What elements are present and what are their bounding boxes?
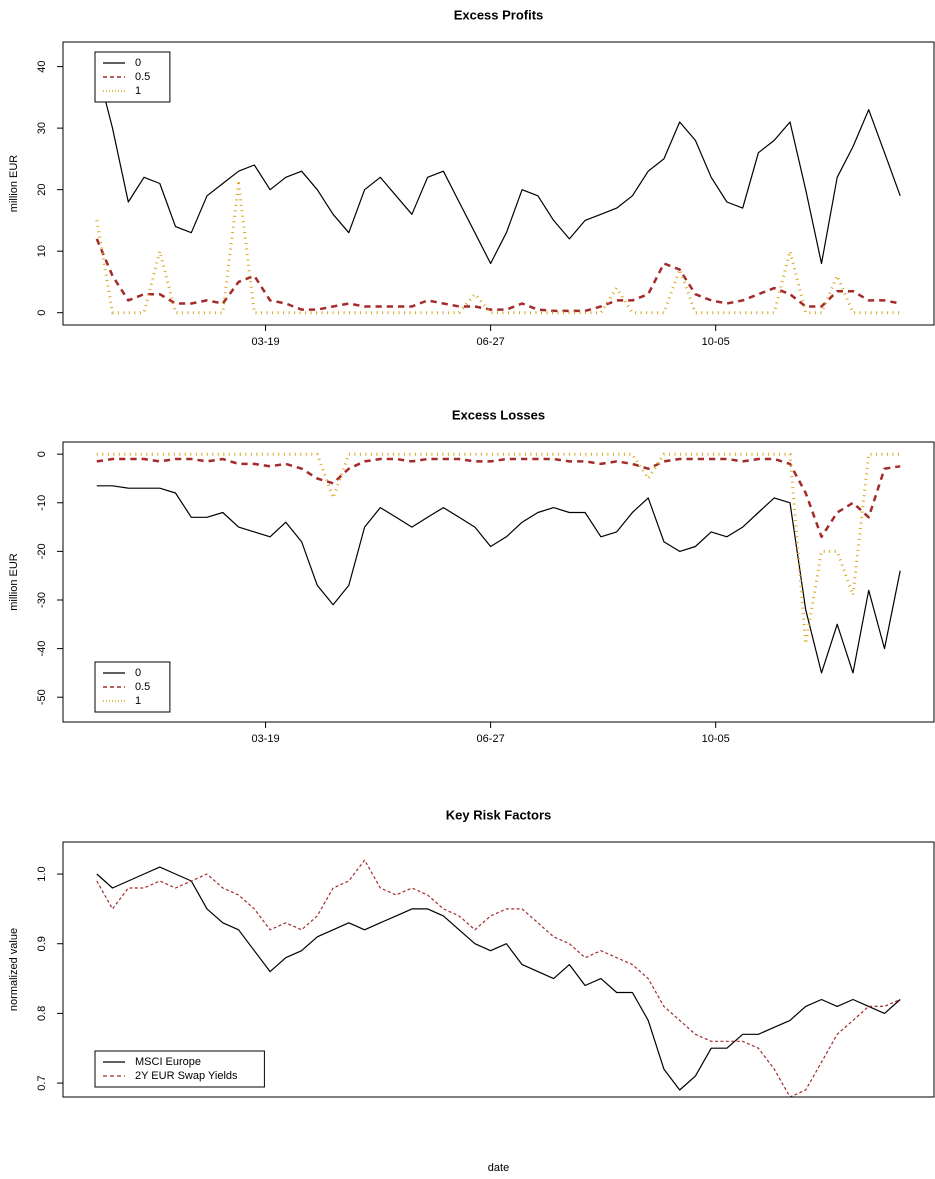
legend-box <box>94 1050 265 1088</box>
y-tick-label: 0.9 <box>36 936 48 951</box>
y-tick-label: -20 <box>36 543 48 559</box>
x-tick-label: 06-27 <box>477 733 505 745</box>
x-axis-label: date <box>488 1162 509 1174</box>
y-tick-label: 30 <box>36 122 48 134</box>
legend-box <box>94 51 171 103</box>
legend-label: 0 <box>135 57 141 69</box>
series-line <box>96 452 901 646</box>
series-line <box>96 485 901 674</box>
chart-title: Key Risk Factors <box>446 807 552 822</box>
series-line <box>95 238 901 313</box>
x-tick-label: 03-19 <box>251 336 279 348</box>
legend-box <box>94 661 171 713</box>
plot-frame <box>62 41 935 326</box>
y-tick-label: -10 <box>36 495 48 511</box>
legend-label: 2Y EUR Swap Yields <box>135 1070 238 1082</box>
plot-frame <box>62 441 935 723</box>
y-tick-label: 0 <box>36 451 48 457</box>
series-line <box>96 866 901 1091</box>
plot-frame <box>62 841 935 1098</box>
x-tick-label: 06-27 <box>477 336 505 348</box>
y-tick-label: -40 <box>36 641 48 657</box>
x-tick-label: 10-05 <box>702 336 730 348</box>
y-tick-label: 10 <box>36 245 48 257</box>
series-line <box>96 66 901 265</box>
y-tick-label: -50 <box>36 689 48 705</box>
y-tick-label: 40 <box>36 60 48 72</box>
series-line <box>96 859 901 1097</box>
y-tick-label: 0 <box>36 310 48 316</box>
x-tick-label: 10-05 <box>702 733 730 745</box>
y-tick-label: 0.8 <box>36 1006 48 1021</box>
y-tick-label: 20 <box>36 184 48 196</box>
legend-label: 0.5 <box>135 71 150 83</box>
legend-label: MSCI Europe <box>135 1056 201 1068</box>
legend-label: 1 <box>135 85 141 97</box>
x-tick-label: 03-19 <box>251 733 279 745</box>
legend-label: 0.5 <box>135 681 150 693</box>
chart-title: Excess Losses <box>452 407 545 422</box>
y-axis-label: normalized value <box>8 928 20 1011</box>
y-axis-label: million EUR <box>8 553 20 611</box>
y-tick-label: 0.7 <box>36 1075 48 1090</box>
legend-label: 1 <box>135 695 141 707</box>
legend-label: 0 <box>135 667 141 679</box>
y-tick-label: -30 <box>36 592 48 608</box>
y-tick-label: 1.0 <box>36 866 48 881</box>
y-axis-label: million EUR <box>8 155 20 213</box>
series-line <box>96 457 901 539</box>
chart-title: Excess Profits <box>454 7 544 22</box>
